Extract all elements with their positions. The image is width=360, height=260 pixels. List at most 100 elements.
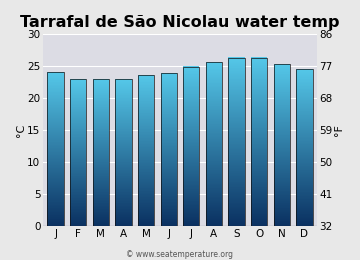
Bar [70, 143, 86, 144]
Bar [70, 180, 86, 181]
Bar [115, 134, 132, 135]
Bar [274, 108, 290, 109]
Bar [138, 118, 154, 119]
Bar [138, 190, 154, 191]
Bar [115, 133, 132, 134]
Bar [183, 225, 199, 226]
Bar [296, 164, 312, 165]
Bar [115, 105, 132, 106]
Bar [93, 189, 109, 190]
Bar [274, 78, 290, 79]
Bar [274, 203, 290, 204]
Bar [115, 151, 132, 152]
Bar [296, 102, 312, 103]
Bar [183, 136, 199, 137]
Bar [296, 175, 312, 176]
Bar [228, 176, 245, 177]
Bar [115, 97, 132, 98]
Bar [228, 219, 245, 220]
Bar [296, 108, 312, 109]
Bar [228, 141, 245, 142]
Bar [296, 204, 312, 205]
Bar [251, 109, 267, 110]
Bar [93, 208, 109, 209]
Bar [161, 102, 177, 103]
Bar [296, 114, 312, 115]
Bar [296, 184, 312, 185]
Bar [206, 86, 222, 87]
Bar [70, 182, 86, 183]
Bar [48, 191, 64, 192]
Bar [228, 120, 245, 121]
Bar [115, 162, 132, 163]
Bar [228, 110, 245, 111]
Bar [183, 155, 199, 156]
Bar [93, 171, 109, 172]
Bar [274, 110, 290, 111]
Bar [93, 213, 109, 214]
Bar [296, 218, 312, 219]
Bar [48, 179, 64, 180]
Bar [228, 99, 245, 100]
Bar [48, 183, 64, 184]
Bar [274, 88, 290, 89]
Bar [93, 106, 109, 107]
Bar [161, 167, 177, 168]
Bar [296, 70, 312, 71]
Bar [161, 74, 177, 75]
Bar [48, 165, 64, 166]
Bar [138, 153, 154, 154]
Bar [274, 107, 290, 108]
Bar [296, 137, 312, 138]
Bar [296, 76, 312, 77]
Bar [228, 93, 245, 94]
Text: © www.seatemperature.org: © www.seatemperature.org [126, 250, 234, 259]
Bar [70, 173, 86, 174]
Bar [70, 202, 86, 203]
Bar [115, 201, 132, 202]
Bar [161, 76, 177, 77]
Bar [161, 206, 177, 207]
Bar [296, 154, 312, 155]
Bar [274, 75, 290, 76]
Bar [296, 206, 312, 207]
Bar [251, 217, 267, 218]
Bar [115, 218, 132, 219]
Bar [93, 95, 109, 96]
Bar [93, 185, 109, 186]
Bar [274, 161, 290, 162]
Bar [161, 160, 177, 161]
Bar [206, 185, 222, 186]
Bar [296, 82, 312, 83]
Bar [251, 74, 267, 75]
Bar [296, 173, 312, 174]
Bar [70, 137, 86, 138]
Bar [161, 95, 177, 96]
Bar [93, 108, 109, 109]
Bar [138, 184, 154, 185]
Bar [183, 90, 199, 91]
Bar [228, 144, 245, 145]
Bar [138, 169, 154, 170]
Bar [274, 201, 290, 202]
Bar [70, 164, 86, 165]
Bar [48, 120, 64, 121]
Bar [183, 83, 199, 84]
Bar [296, 71, 312, 72]
Bar [296, 178, 312, 179]
Bar [93, 122, 109, 123]
Bar [228, 195, 245, 196]
Bar [161, 194, 177, 195]
Bar [93, 114, 109, 115]
Bar [206, 147, 222, 148]
Bar [70, 153, 86, 154]
Bar [48, 192, 64, 193]
Bar [183, 87, 199, 88]
Bar [161, 111, 177, 112]
Bar [183, 96, 199, 97]
Bar [274, 72, 290, 73]
Bar [70, 177, 86, 178]
Bar [274, 156, 290, 157]
Bar [251, 62, 267, 63]
Bar [274, 180, 290, 181]
